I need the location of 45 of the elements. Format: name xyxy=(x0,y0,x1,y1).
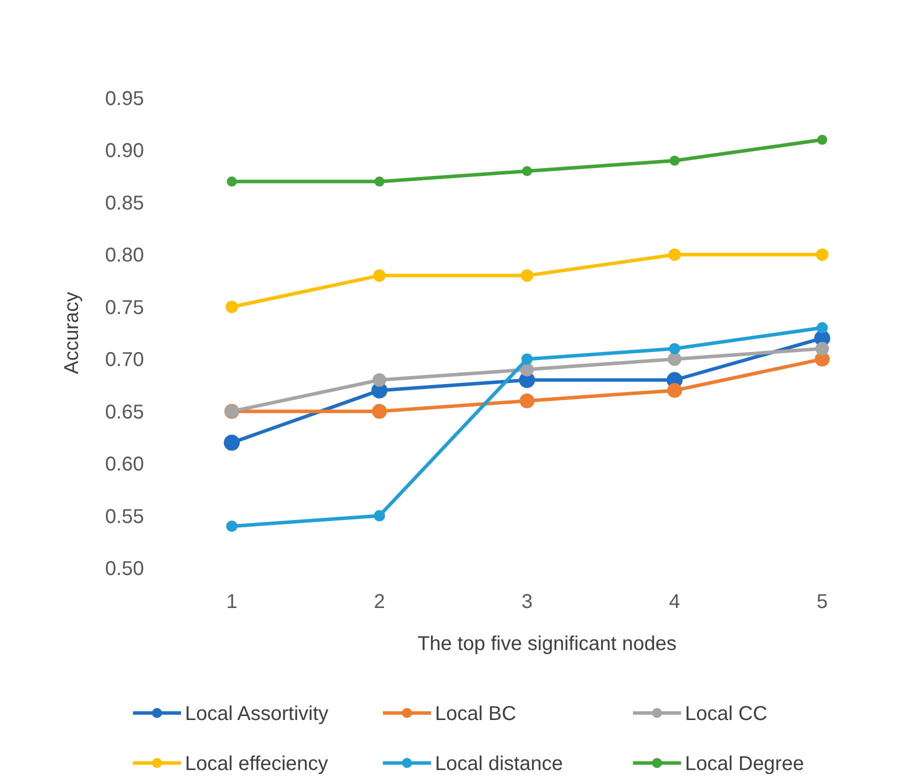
point xyxy=(815,342,829,356)
point xyxy=(520,269,534,282)
legend-label: Local Assortivity xyxy=(185,703,328,725)
point xyxy=(668,352,682,366)
point xyxy=(817,134,828,145)
y-tick-label: 0.50 xyxy=(105,558,144,580)
point xyxy=(226,520,238,532)
legend-label: Local Degree xyxy=(685,753,804,775)
point xyxy=(669,343,680,354)
y-tick-label: 0.80 xyxy=(105,244,144,267)
y-axis-title: Accuracy xyxy=(61,292,83,374)
point xyxy=(372,373,386,387)
point xyxy=(670,156,680,166)
point xyxy=(374,176,384,187)
legend-label: Local distance xyxy=(435,753,563,775)
point xyxy=(374,510,385,522)
x-tick-label: 4 xyxy=(669,591,680,613)
x-axis-title: The top five significant nodes xyxy=(417,633,677,655)
y-tick-label: 0.85 xyxy=(105,192,144,214)
point xyxy=(373,269,386,282)
legend-label: Local CC xyxy=(685,703,768,725)
y-tick-label: 0.95 xyxy=(105,88,144,110)
y-tick-label: 0.90 xyxy=(105,140,144,162)
point xyxy=(520,393,534,408)
point xyxy=(667,383,682,398)
y-tick-label: 0.75 xyxy=(105,296,144,319)
point xyxy=(816,322,828,334)
y-tick-label: 0.65 xyxy=(105,401,144,424)
point xyxy=(522,166,532,176)
x-tick-label: 1 xyxy=(226,591,238,613)
point xyxy=(224,434,240,451)
x-tick-label: 3 xyxy=(521,591,533,613)
x-tick-label: 5 xyxy=(816,591,828,613)
y-tick-label: 0.70 xyxy=(105,349,144,372)
x-tick-label: 2 xyxy=(374,591,385,613)
legend-label: Local effeciency xyxy=(185,753,328,775)
y-tick-label: 0.55 xyxy=(105,506,144,528)
point xyxy=(816,248,828,261)
point xyxy=(226,300,238,314)
point xyxy=(521,354,533,365)
legend-label: Local BC xyxy=(435,703,516,725)
point xyxy=(226,176,237,187)
point xyxy=(668,248,681,261)
y-tick-label: 0.60 xyxy=(105,454,144,476)
point xyxy=(372,404,387,419)
